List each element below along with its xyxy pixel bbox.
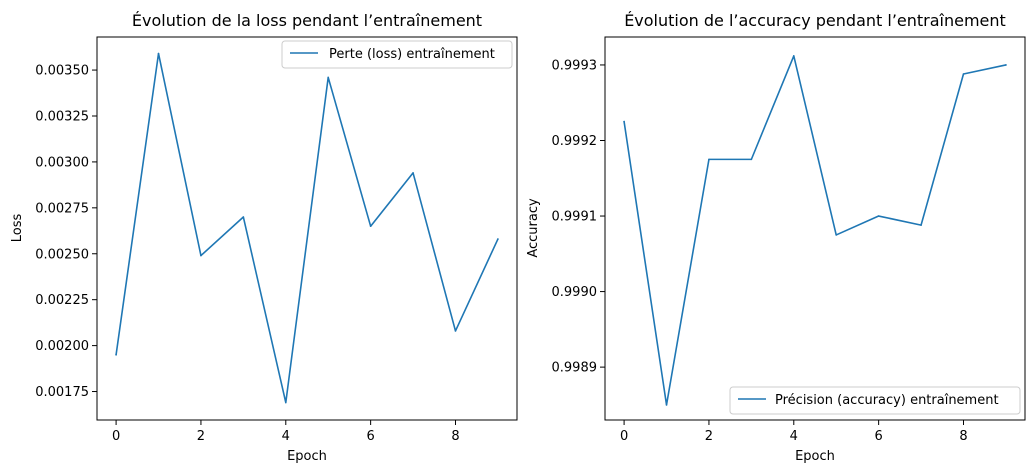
data-point (454, 330, 457, 332)
accuracy-chart: Évolution de l’accuracy pendant l’entraî… (526, 11, 1026, 464)
x-tick-label: 2 (705, 429, 713, 444)
loss-chart: Évolution de la loss pendant l’entraînem… (10, 11, 518, 464)
legend: Précision (accuracy) entraînement (729, 386, 1021, 415)
x-tick-label: 8 (959, 429, 967, 444)
data-point (200, 254, 202, 257)
plot-frame (96, 36, 518, 421)
y-tick-label: 0.00175 (35, 385, 89, 400)
data-point (920, 224, 922, 226)
series-marks (115, 52, 499, 404)
legend: Perte (loss) entraînement (281, 40, 513, 69)
legend-entry: Précision (accuracy) entraînement (775, 393, 999, 408)
x-tick-label: 4 (282, 429, 290, 444)
data-point (835, 234, 838, 236)
x-tick-label: 4 (790, 429, 798, 444)
series-line (115, 52, 499, 404)
series-line (623, 55, 1007, 406)
data-point (284, 401, 287, 404)
data-point (665, 404, 668, 406)
ticks: 0 2 4 6 8 0.9989 0.9990 0.9991 0.9992 0.9993 (552, 58, 968, 444)
y-tick-label: 0.00250 (35, 247, 89, 262)
y-tick-label: 0.00225 (35, 293, 89, 308)
x-axis-label: Epoch (795, 449, 835, 464)
x-tick-label: 2 (197, 429, 205, 444)
x-tick-label: 6 (874, 429, 882, 444)
x-tick-label: 8 (451, 429, 459, 444)
data-point (497, 238, 499, 240)
y-tick-label: 0.9990 (552, 285, 598, 300)
y-tick-label: 0.00350 (35, 64, 89, 79)
legend-entry: Perte (loss) entraînement (329, 47, 495, 62)
y-tick-label: 0.9992 (552, 134, 598, 149)
y-tick-label: 0.00200 (35, 339, 89, 354)
y-tick-label: 0.00325 (35, 109, 89, 124)
y-tick-label: 0.9993 (552, 58, 598, 73)
data-point (623, 120, 625, 123)
data-point (962, 73, 965, 75)
data-point (1005, 64, 1007, 66)
y-tick-label: 0.9989 (552, 361, 598, 376)
chart-title: Évolution de l’accuracy pendant l’entraî… (624, 11, 1006, 30)
ticks: 0 2 4 6 8 0.00175 0.00200 0.00225 0.00250 0.00275… (35, 64, 459, 444)
y-axis-label: Accuracy (526, 198, 541, 258)
data-point (157, 52, 160, 55)
x-tick-label: 6 (366, 429, 374, 444)
x-axis-label: Epoch (287, 449, 327, 464)
y-axis-label: Loss (10, 214, 25, 243)
plot-frame (604, 36, 1026, 421)
legend-box (729, 386, 1021, 415)
chart-title: Évolution de la loss pendant l’entraînem… (132, 11, 482, 30)
data-point (412, 172, 414, 174)
data-point (115, 353, 117, 356)
x-tick-label: 0 (620, 429, 628, 444)
y-tick-label: 0.00300 (35, 155, 89, 170)
data-point (792, 55, 795, 57)
data-point (877, 215, 880, 217)
data-point (327, 76, 330, 79)
legend-box (281, 40, 513, 69)
data-point (750, 158, 753, 161)
y-tick-label: 0.00275 (35, 201, 89, 216)
x-tick-label: 0 (112, 429, 120, 444)
data-point (242, 216, 245, 218)
series-marks (623, 55, 1007, 406)
data-point (369, 225, 372, 228)
y-tick-label: 0.9991 (552, 210, 598, 225)
data-point (708, 158, 710, 161)
